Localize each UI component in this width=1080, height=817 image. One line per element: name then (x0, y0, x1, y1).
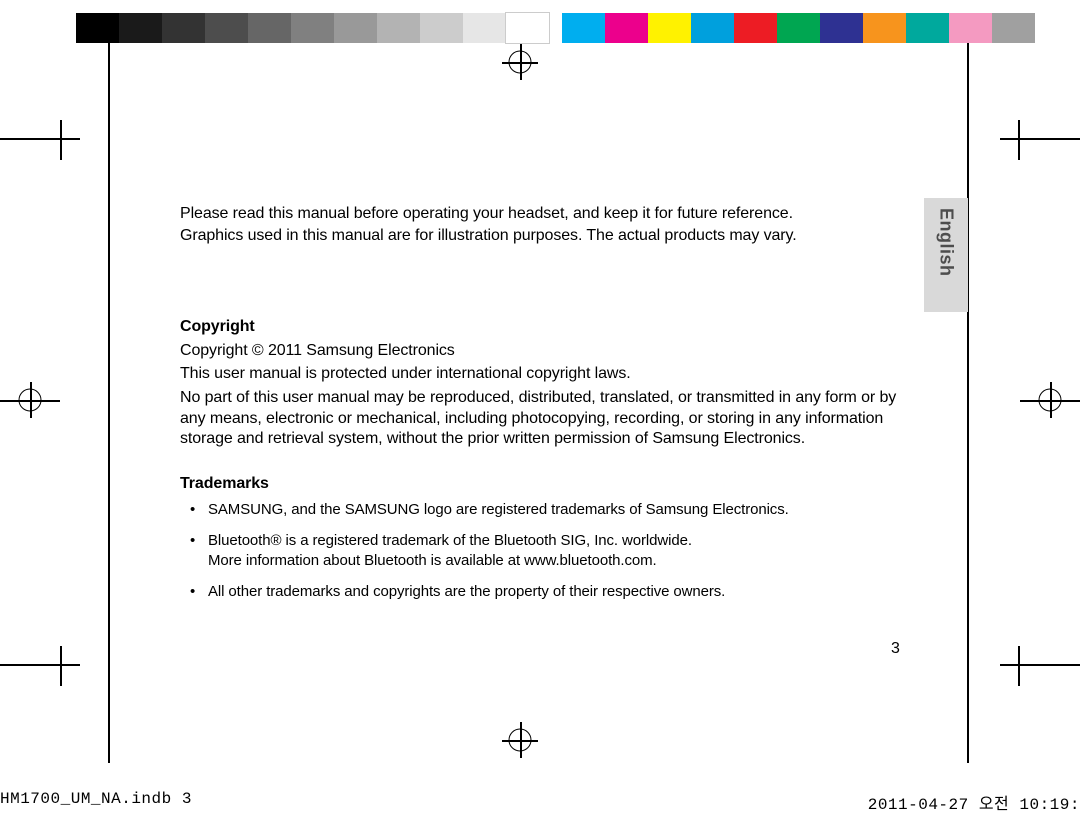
crop-line (60, 120, 62, 160)
colorbar-grayscale (76, 13, 549, 43)
copyright-line-1: Copyright © 2011 Samsung Electronics (180, 341, 900, 361)
list-item: Bluetooth® is a registered trademark of … (180, 531, 900, 569)
trademarks-list: SAMSUNG, and the SAMSUNG logo are regist… (180, 500, 900, 601)
page-number: 3 (891, 640, 900, 658)
footer-timestamp: 2011-04-27 오전 10:19: (868, 790, 1080, 814)
colorbar-process (562, 13, 1035, 43)
footer-filename: HM1700_UM_NA.indb 3 (0, 790, 192, 808)
trim-line-left (108, 43, 110, 763)
crop-line (1018, 120, 1020, 160)
intro-line-1: Please read this manual before operating… (180, 204, 900, 224)
crop-line (1018, 646, 1020, 686)
trademark-2a: Bluetooth® is a registered trademark of … (208, 532, 692, 549)
crop-line (1000, 664, 1080, 666)
page-content: Please read this manual before operating… (180, 204, 900, 613)
trim-line-right (967, 43, 969, 763)
trademark-3: All other trademarks and copyrights are … (208, 583, 725, 600)
crop-line (1000, 138, 1080, 140)
trademark-1: SAMSUNG, and the SAMSUNG logo are regist… (208, 501, 789, 518)
language-tab: English (924, 198, 968, 312)
copyright-line-2: This user manual is protected under inte… (180, 364, 900, 384)
intro-line-2: Graphics used in this manual are for ill… (180, 226, 900, 246)
language-tab-label: English (936, 208, 957, 277)
list-item: SAMSUNG, and the SAMSUNG logo are regist… (180, 500, 900, 519)
crop-line (0, 664, 80, 666)
trademark-2b: More information about Bluetooth is avai… (208, 552, 657, 569)
list-item: All other trademarks and copyrights are … (180, 582, 900, 601)
crop-line (0, 138, 80, 140)
copyright-heading: Copyright (180, 317, 900, 337)
crop-line (60, 646, 62, 686)
copyright-line-3: No part of this user manual may be repro… (180, 388, 900, 449)
trademarks-heading: Trademarks (180, 474, 900, 494)
